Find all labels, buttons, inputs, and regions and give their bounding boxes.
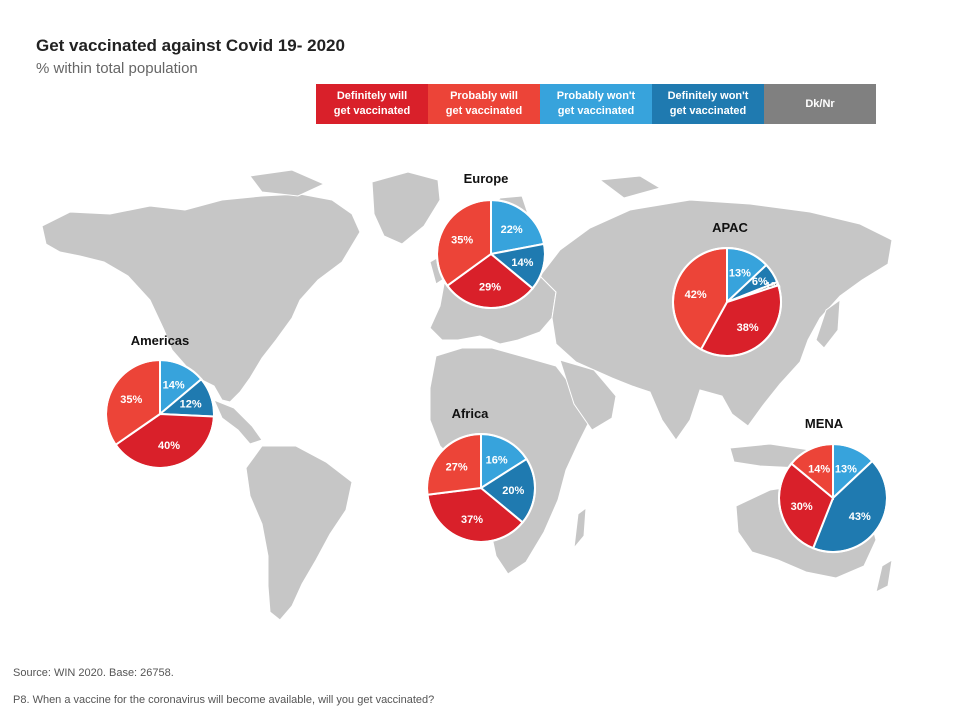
pie-data-label: 43% [849,511,871,523]
japan-shape [815,298,841,349]
pie-charts: 14% 12% 40% 35% Americas 22% 14% 29% 35% Europe 13… [105,171,888,553]
legend-label: get vaccinated [333,105,411,117]
legend-dk-nr: Dk/Nr [764,84,876,124]
pie-data-label: 37% [461,514,483,526]
pie-data-label: 12% [180,399,202,411]
legend: Definitely will get vaccinated Probably w… [316,84,876,124]
north-america-shape [41,193,361,403]
legend-label: get vaccinated [557,105,635,117]
central-america-shape [213,399,263,445]
new-zealand-shape [875,559,893,593]
pie-apac: 13%6%1%38%42%APAC [672,220,782,357]
pie-data-label: 35% [120,394,142,406]
chart-title: Get vaccinated against Covid 19- 2020 [36,36,345,55]
arabia-shape [559,359,617,431]
pie-data-label: 14% [163,380,185,392]
pie-data-label: 42% [685,289,707,301]
pie-outline [672,247,782,357]
legend-label: get vaccinated [445,105,523,117]
legend-label: Dk/Nr [805,97,835,110]
pie-data-label: 13% [835,463,857,475]
legend-definitely-wont: Definitely won't get vaccinated [652,84,764,124]
pie-data-label: 14% [511,257,533,269]
region-title-africa: Africa [452,406,490,421]
pie-outline [436,199,546,309]
pie-data-label: 35% [451,234,473,246]
greenland-shape [371,171,441,245]
chart-subtitle: % within total population [36,60,198,77]
pie-americas: 14% 12% 40% 35% Americas [105,333,215,469]
pie-data-label: 14% [808,464,830,476]
pie-data-label: 6% [752,276,768,288]
pie-africa: 16% 20% 37% 27% Africa [426,406,536,543]
arctic-islands-shape [249,169,326,197]
pie-mena: 13% 43% 30% 14% MENA [778,416,888,553]
pie-outline [778,443,888,553]
region-title-europe: Europe [464,171,509,186]
pie-data-label: 29% [479,281,501,293]
footer-source: Source: WIN 2020. Base: 26758. [13,667,174,679]
legend-label: Probably won't [556,90,636,102]
pie-data-label: 27% [446,462,468,474]
legend-label: Definitely won't [667,90,749,102]
pie-data-label: 13% [729,267,751,279]
pie-data-label: 38% [737,322,759,334]
region-title-mena: MENA [805,416,844,431]
legend-probably-will: Probably will get vaccinated [428,84,540,124]
pie-data-label: 30% [791,501,813,513]
pie-outline [426,433,536,543]
madagascar-shape [573,506,587,550]
legend-definitely-will: Definitely will get vaccinated [316,84,428,124]
legend-probably-wont: Probably won't get vaccinated [540,84,652,124]
legend-label: get vaccinated [669,105,747,117]
region-title-americas: Americas [131,333,190,348]
pie-europe: 22% 14% 29% 35% Europe [436,171,546,309]
pie-outline [105,359,215,469]
south-america-shape [245,445,353,621]
legend-label: Definitely will [336,90,408,102]
siberia-islands-shape [598,175,662,199]
footer-question: P8. When a vaccine for the coronavirus w… [13,694,435,706]
pie-data-label: 20% [502,485,524,497]
region-title-apac: APAC [712,220,748,235]
legend-label: Probably will [450,90,518,102]
pie-data-label: 22% [501,224,523,236]
pie-data-label: 40% [158,440,180,452]
pie-data-label: 16% [486,455,508,467]
